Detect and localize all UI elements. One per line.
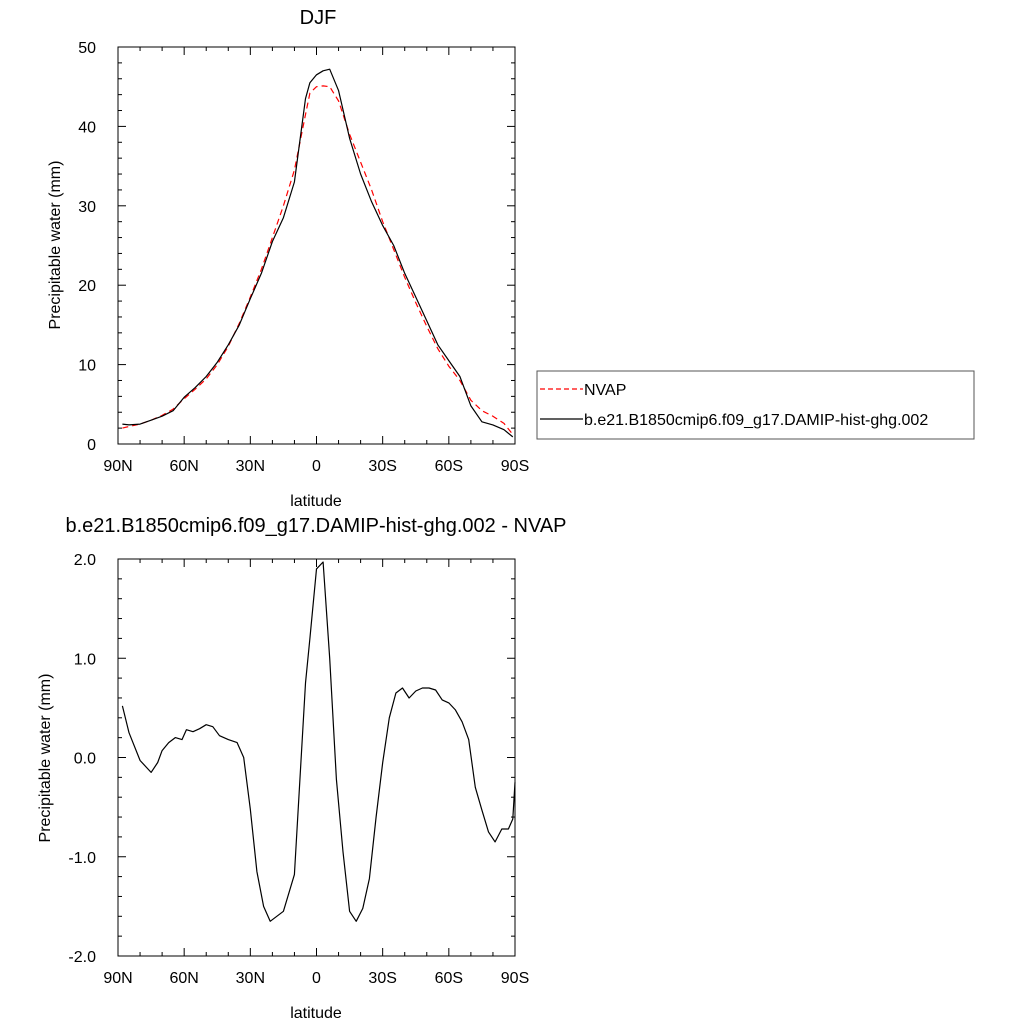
bottom-axes: 90N 60N 30N 0 30S 60S 90S -2.0 -1.0 0.0 1.0 2.0 xyxy=(68,552,529,987)
legend-label-model: b.e21.B1850cmip6.f09_g17.DAMIP-hist-ghg.… xyxy=(584,412,928,429)
top-y-tick-label: 20 xyxy=(78,278,96,295)
bottom-x-tick-label: 60S xyxy=(435,970,463,987)
bottom-y-tick-label: -1.0 xyxy=(68,850,96,867)
top-y-tick-label: 30 xyxy=(78,199,96,216)
bottom-panel: b.e21.B1850cmip6.f09_g17.DAMIP-hist-ghg.… xyxy=(37,515,567,1022)
legend-box xyxy=(536,370,975,440)
top-x-tick-label: 90S xyxy=(501,458,529,475)
top-x-tick-label: 30S xyxy=(368,458,396,475)
bottom-y-tick-label: 0.0 xyxy=(74,751,96,768)
top-y-tick-label: 50 xyxy=(78,40,96,57)
top-x-tick-label: 0 xyxy=(312,458,321,475)
bottom-series-line-0 xyxy=(121,561,516,922)
top-x-tick-label: 60N xyxy=(169,458,198,475)
top-series-line-0 xyxy=(122,85,514,435)
bottom-y-tick-label: 1.0 xyxy=(74,651,96,668)
bottom-x-tick-label: 30S xyxy=(368,970,396,987)
top-x-axis-label: latitude xyxy=(290,493,342,510)
top-series-line-1 xyxy=(122,68,514,438)
bottom-y-tick-label: -2.0 xyxy=(68,949,96,966)
bottom-x-axis-label: latitude xyxy=(290,1005,342,1022)
bottom-series-layer xyxy=(121,561,516,922)
top-x-tick-label: 60S xyxy=(435,458,463,475)
bottom-plot-frame xyxy=(117,558,516,957)
legend: NVAP b.e21.B1850cmip6.f09_g17.DAMIP-hist… xyxy=(536,370,975,440)
top-x-tick-label: 90N xyxy=(103,458,132,475)
bottom-x-tick-label: 30N xyxy=(236,970,265,987)
bottom-chart-title: b.e21.B1850cmip6.f09_g17.DAMIP-hist-ghg.… xyxy=(65,515,566,537)
bottom-y-tick-label: 2.0 xyxy=(74,552,96,569)
bottom-y-axis-label: Precipitable water (mm) xyxy=(37,674,54,843)
top-y-tick-label: 10 xyxy=(78,358,96,375)
bottom-x-tick-label: 0 xyxy=(312,970,321,987)
bottom-x-tick-label: 90N xyxy=(103,970,132,987)
top-y-tick-label: 40 xyxy=(78,119,96,136)
top-y-tick-label: 0 xyxy=(87,437,96,454)
top-axes: 90N 60N 30N 0 30S 60S 90S 0 10 20 30 40 50 xyxy=(78,40,529,475)
top-chart-title: DJF xyxy=(300,7,337,29)
top-y-axis-label: Precipitable water (mm) xyxy=(47,161,64,330)
top-series-layer xyxy=(122,68,514,438)
top-plot-frame xyxy=(117,46,516,445)
bottom-x-tick-label: 60N xyxy=(169,970,198,987)
top-panel: DJF 90N 60N 30N 0 30S 60S 90S 0 10 20 30 40 50 latit… xyxy=(47,7,975,510)
bottom-x-tick-label: 90S xyxy=(501,970,529,987)
top-x-tick-label: 30N xyxy=(236,458,265,475)
legend-label-nvap: NVAP xyxy=(584,382,626,399)
